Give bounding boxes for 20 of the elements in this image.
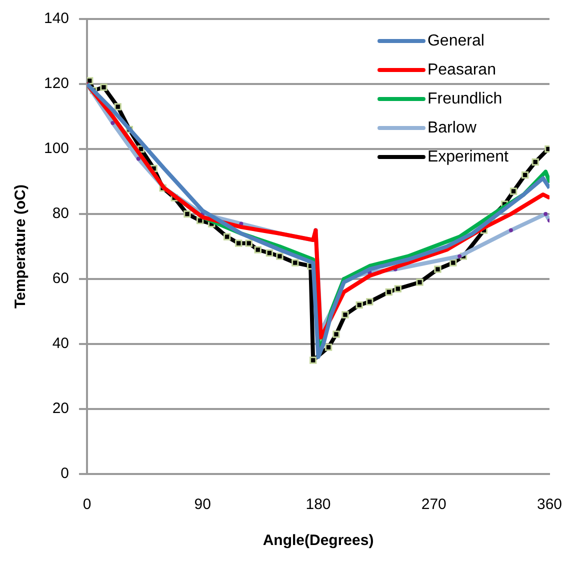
x-tick-label: 270	[421, 496, 446, 514]
y-tick-label: 80	[52, 205, 70, 222]
x-tick-label: 180	[306, 496, 331, 514]
y-tick-label: 40	[52, 335, 70, 352]
y-tick-label: 20	[52, 400, 70, 418]
y-tick-label: 100	[44, 140, 70, 158]
x-tick-label: 360	[536, 496, 562, 514]
legend-label: Peasaran	[427, 61, 496, 78]
x-tick-label: 0	[82, 496, 92, 514]
y-tick-label: 60	[52, 270, 70, 288]
y-tick-label: 0	[60, 465, 70, 482]
y-tick-label: 140	[44, 10, 70, 28]
legend-label: Barlow	[427, 119, 477, 136]
x-tick-label: 90	[194, 496, 211, 514]
legend-label: Freundlich	[427, 90, 502, 108]
legend-label: Experiment	[427, 148, 509, 166]
x-axis-title: Angle(Degrees)	[262, 532, 374, 550]
y-axis-title: Temperature (oC)	[12, 184, 30, 308]
legend-label: General	[427, 32, 484, 50]
y-tick-label: 120	[44, 75, 70, 92]
